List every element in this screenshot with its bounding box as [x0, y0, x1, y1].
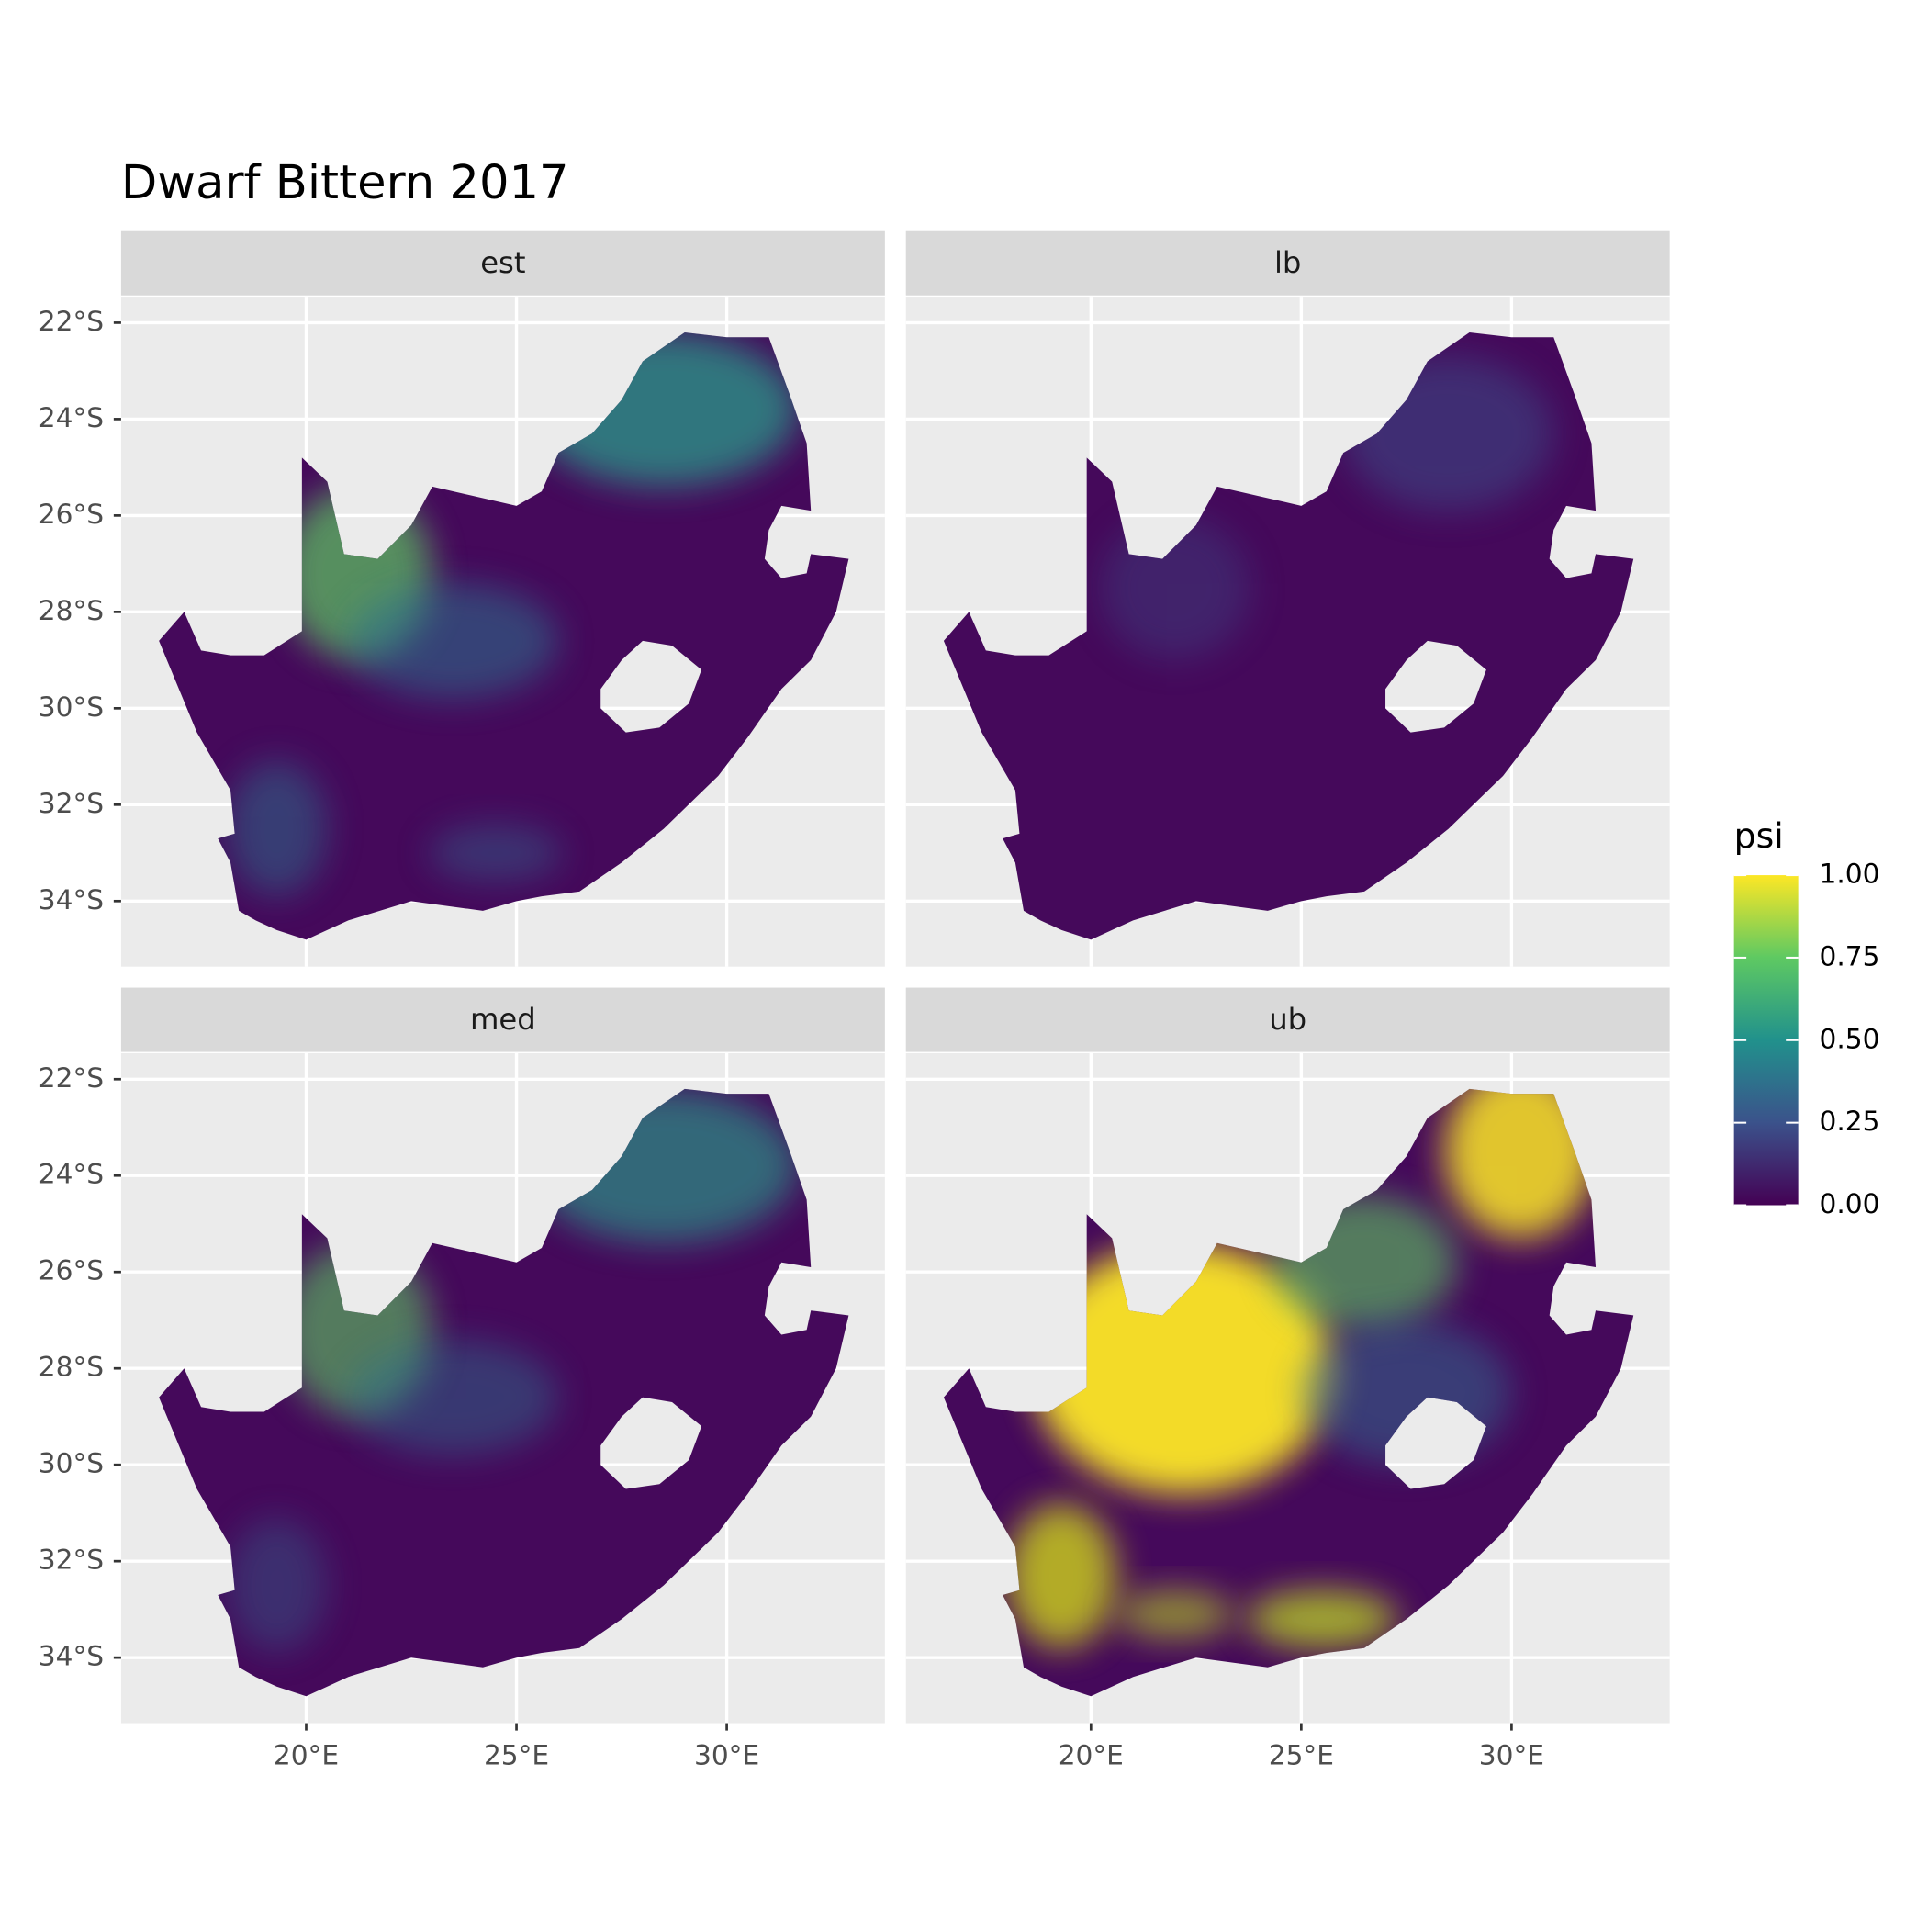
legend-tick-label: 0.00 [1820, 1188, 1880, 1219]
chart-title: Dwarf Bittern 2017 [121, 156, 569, 210]
y-tick-label: 34°S [39, 1641, 104, 1672]
facet-panel: est 22°S 24°S 26°S 28°S 30°S 32°S 34°S [39, 230, 885, 967]
y-tick-label: 22°S [39, 1062, 104, 1094]
y-tick-label: 28°S [39, 1352, 104, 1383]
raster-pattern [226, 331, 799, 897]
y-tick-label: 24°S [39, 1159, 104, 1190]
strip-label: ub [1269, 1002, 1306, 1037]
facet-panel: med 20°E 25°E 30°E 22°S 24°S 26°S 28°S 30°S 32°S 3… [39, 987, 885, 1770]
legend-title: psi [1734, 815, 1784, 856]
y-tick-label: 26°S [39, 1255, 104, 1286]
strip-label: med [470, 1002, 536, 1037]
strip [120, 987, 885, 1052]
legend-tick-label: 0.75 [1820, 940, 1880, 972]
legend-tick-label: 1.00 [1820, 859, 1880, 890]
x-tick-label: 30°E [1479, 1739, 1544, 1770]
facet-panel: ub 20°E 25°E 30°E [905, 987, 1670, 1770]
y-tick-label: 32°S [39, 788, 104, 819]
strip [905, 230, 1670, 296]
y-tick-label: 22°S [39, 306, 104, 337]
y-tick-label: 26°S [39, 499, 104, 530]
y-tick-label: 34°S [39, 884, 104, 915]
x-tick-label: 20°E [274, 1739, 339, 1770]
raster-pattern [1006, 1088, 1597, 1648]
x-tick-label: 30°E [694, 1739, 759, 1770]
y-tick-label: 30°S [39, 1448, 104, 1479]
y-tick-label: 24°S [39, 402, 104, 433]
y-tick-label: 28°S [39, 595, 104, 626]
strip-label: est [480, 245, 525, 280]
x-tick-label: 25°E [1269, 1739, 1334, 1770]
x-tick-label: 20°E [1059, 1739, 1124, 1770]
facet-panel: lb [905, 230, 1670, 967]
legend-tick-label: 0.50 [1820, 1023, 1880, 1054]
strip-label: lb [1274, 245, 1301, 280]
legend-tick-label: 0.25 [1820, 1106, 1880, 1137]
x-tick-label: 25°E [484, 1739, 549, 1770]
y-tick-label: 30°S [39, 691, 104, 723]
strip [120, 230, 885, 296]
strip [905, 987, 1670, 1052]
y-tick-label: 32°S [39, 1544, 104, 1576]
